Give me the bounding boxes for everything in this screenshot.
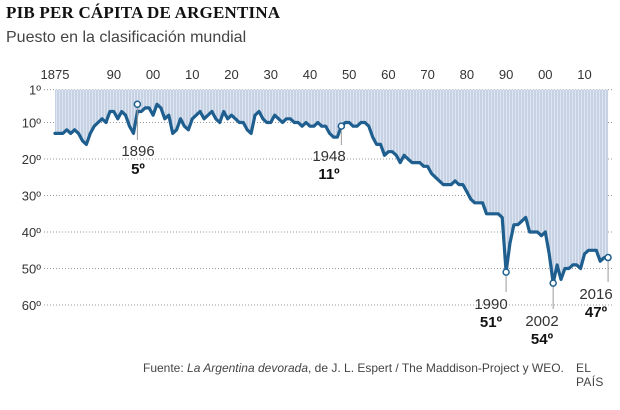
annotation-year-label: 2016 xyxy=(579,286,612,303)
annotation-marker xyxy=(133,100,142,108)
annotation-marker xyxy=(549,279,557,287)
source-prefix: Fuente: xyxy=(143,361,188,375)
brand-logo-text: EL PAÍS xyxy=(576,361,604,389)
y-tick-label: 20º xyxy=(22,152,41,167)
annotation-year-label: 1896 xyxy=(121,143,154,160)
x-tick-label: 40 xyxy=(303,67,317,82)
annotation-marker xyxy=(337,122,346,130)
source-note: Fuente: La Argentina devorada, de J. L. … xyxy=(143,361,564,375)
x-tick-label: 00 xyxy=(146,67,160,82)
y-tick-label: 10º xyxy=(22,116,41,131)
chart-subtitle: Puesto en la clasificación mundial xyxy=(6,29,247,46)
annotation-rank-label: 54º xyxy=(531,331,554,348)
annotation-year-label: 1948 xyxy=(312,148,345,165)
x-tick-label: 30 xyxy=(264,67,278,82)
x-tick-label: 50 xyxy=(342,67,356,82)
x-tick-label: 00 xyxy=(538,67,552,82)
annotation-marker xyxy=(604,253,612,262)
series-line xyxy=(53,102,610,285)
y-tick-label: 30º xyxy=(22,189,41,204)
source-rest: , de J. L. Espert / The Maddison-Project… xyxy=(308,361,564,375)
x-tick-label: 10 xyxy=(185,67,199,82)
annotation-year-label: 2002 xyxy=(525,313,558,330)
annotation-rank-label: 51º xyxy=(480,314,503,331)
source-book-title: La Argentina devorada xyxy=(187,361,309,375)
x-axis-ticks: 1875 90 00 10 20 30 40 50 60 70 80 90 00 10 xyxy=(41,67,592,82)
annotation-rank-label: 5º xyxy=(131,161,145,178)
y-axis-ticks: 1º 10º 20º 30º 40º 50º 60º xyxy=(22,83,41,313)
x-tick-label: 90 xyxy=(107,67,121,82)
x-tick-label: 1875 xyxy=(41,67,70,82)
rank-series xyxy=(53,102,610,285)
annotation-year-label: 1990 xyxy=(474,296,507,313)
x-tick-label: 10 xyxy=(577,67,591,82)
x-tick-label: 20 xyxy=(224,67,238,82)
x-tick-label: 80 xyxy=(460,67,474,82)
x-tick-label: 90 xyxy=(499,67,513,82)
chart-title: PIB PER CÁPITA DE ARGENTINA xyxy=(6,3,281,22)
annotation-marker xyxy=(502,268,510,276)
y-tick-label: 60º xyxy=(22,298,41,313)
annotation-rank-label: 11º xyxy=(318,166,340,183)
area-band xyxy=(55,89,609,284)
y-tick-label: 40º xyxy=(22,225,41,240)
x-tick-label: 60 xyxy=(381,67,395,82)
y-tick-label: 1º xyxy=(29,83,41,98)
y-tick-label: 50º xyxy=(22,262,41,277)
x-tick-label: 70 xyxy=(420,67,434,82)
area-fill xyxy=(55,89,609,284)
annotation-rank-label: 47º xyxy=(585,304,608,321)
